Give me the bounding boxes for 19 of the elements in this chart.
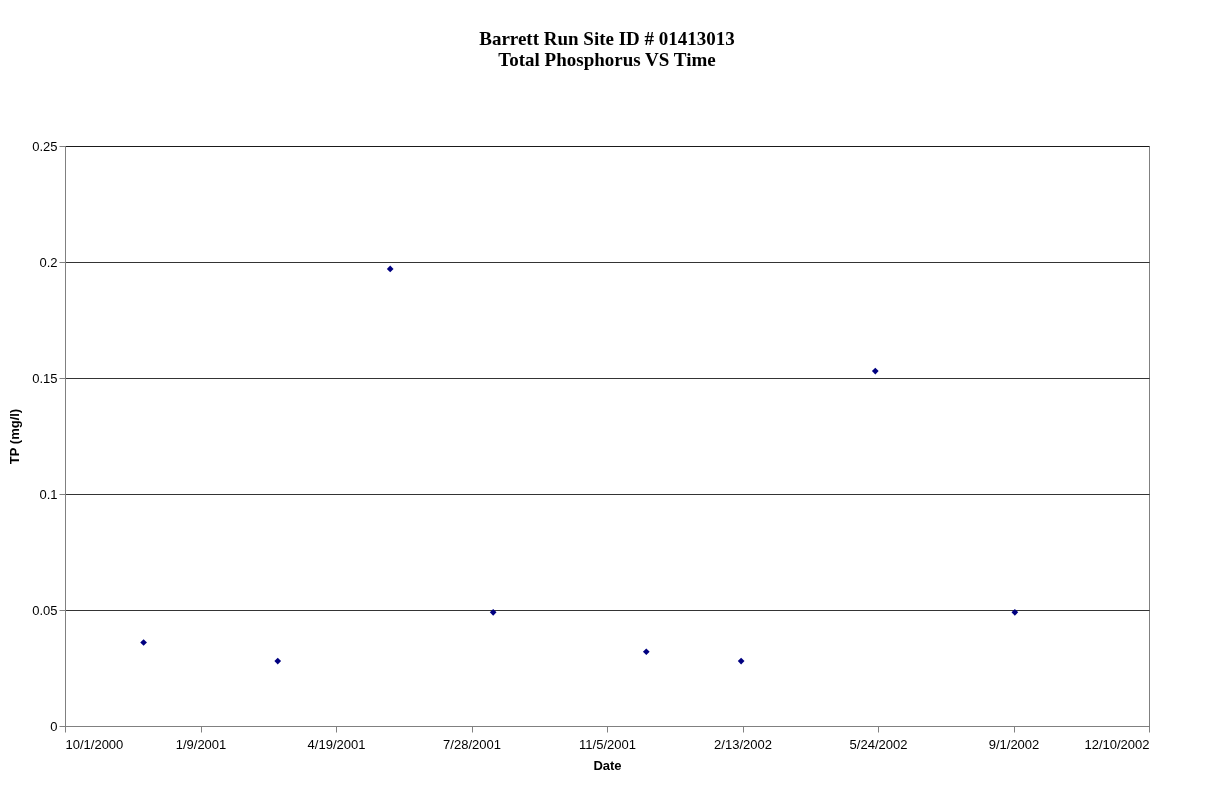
- y-axis-title: TP (mg/l): [7, 408, 23, 465]
- y-tick-label: 0.25: [32, 138, 58, 154]
- x-tick-label: 11/5/2001: [579, 736, 636, 752]
- x-tick-label: 9/1/2002: [988, 736, 1040, 752]
- x-tick-label: 4/19/2001: [307, 736, 366, 752]
- x-axis-title: Date: [593, 757, 622, 773]
- x-tick-label: 5/24/2002: [849, 736, 908, 752]
- y-tick-label: 0.15: [32, 370, 58, 386]
- y-tick-label: 0.1: [39, 486, 58, 502]
- x-tick-label: 2/13/2002: [714, 736, 772, 752]
- chart-title: Barrett Run Site ID # 01413013: [479, 28, 735, 49]
- chart-subtitle: Total Phosphorus VS Time: [498, 49, 716, 70]
- x-tick-label: 1/9/2001: [175, 736, 227, 752]
- y-tick-label: 0: [50, 718, 58, 734]
- y-tick-label: 0.2: [39, 254, 58, 270]
- x-tick-label: 12/10/2002: [1084, 736, 1150, 752]
- y-tick-label: 0.05: [32, 602, 58, 618]
- x-tick-label: 10/1/2000: [65, 736, 124, 752]
- x-tick-label: 7/28/2001: [443, 736, 501, 752]
